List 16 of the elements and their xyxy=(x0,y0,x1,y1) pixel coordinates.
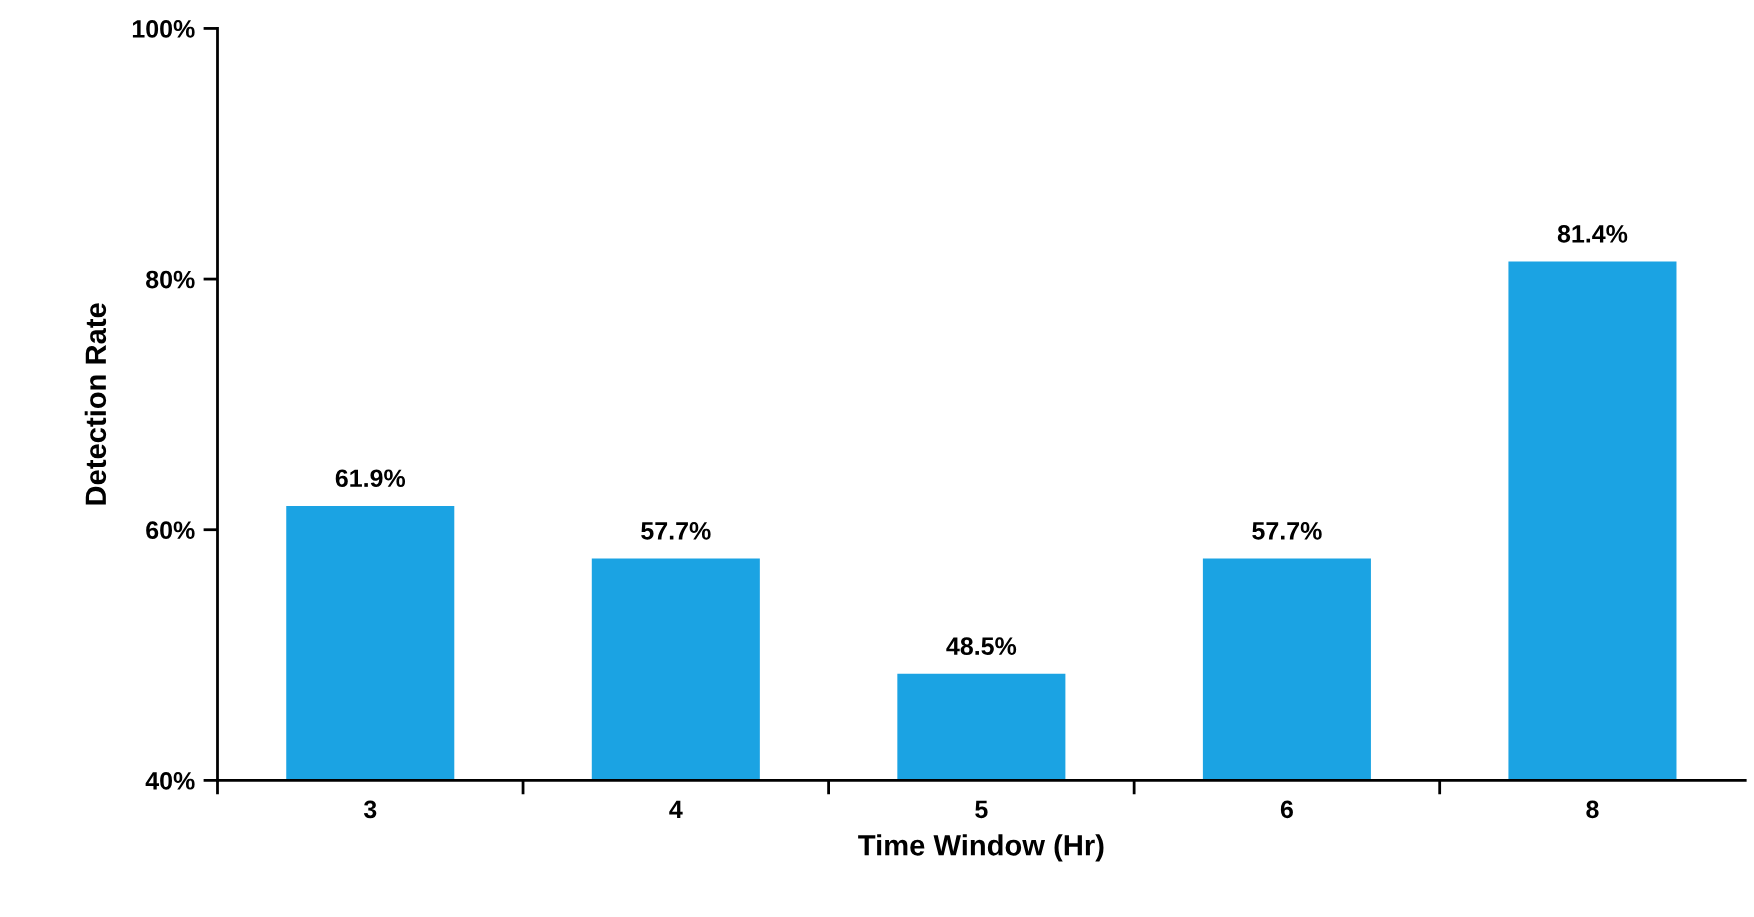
y-tick-label: 100% xyxy=(132,20,195,38)
data-label: 57.7% xyxy=(641,522,711,540)
data-label: 61.9% xyxy=(335,469,406,488)
y-axis-title: Detection Rate xyxy=(84,303,107,505)
x-tick-label: 4 xyxy=(669,800,683,818)
y-tick-label: 60% xyxy=(146,521,195,540)
y-tick-label: 40% xyxy=(145,771,195,790)
x-tick-label: 3 xyxy=(363,800,377,819)
data-label: 57.7% xyxy=(1252,522,1322,540)
x-axis-title: Time Window (Hr) xyxy=(858,834,1104,862)
data-label: 48.5% xyxy=(946,637,1017,656)
x-tick-label: 6 xyxy=(1280,800,1293,819)
data-label: 81.4% xyxy=(1557,224,1628,243)
x-tick-label: 5 xyxy=(975,800,988,819)
x-tick-label: 8 xyxy=(1586,800,1599,819)
y-tick-label: 80% xyxy=(146,270,195,289)
